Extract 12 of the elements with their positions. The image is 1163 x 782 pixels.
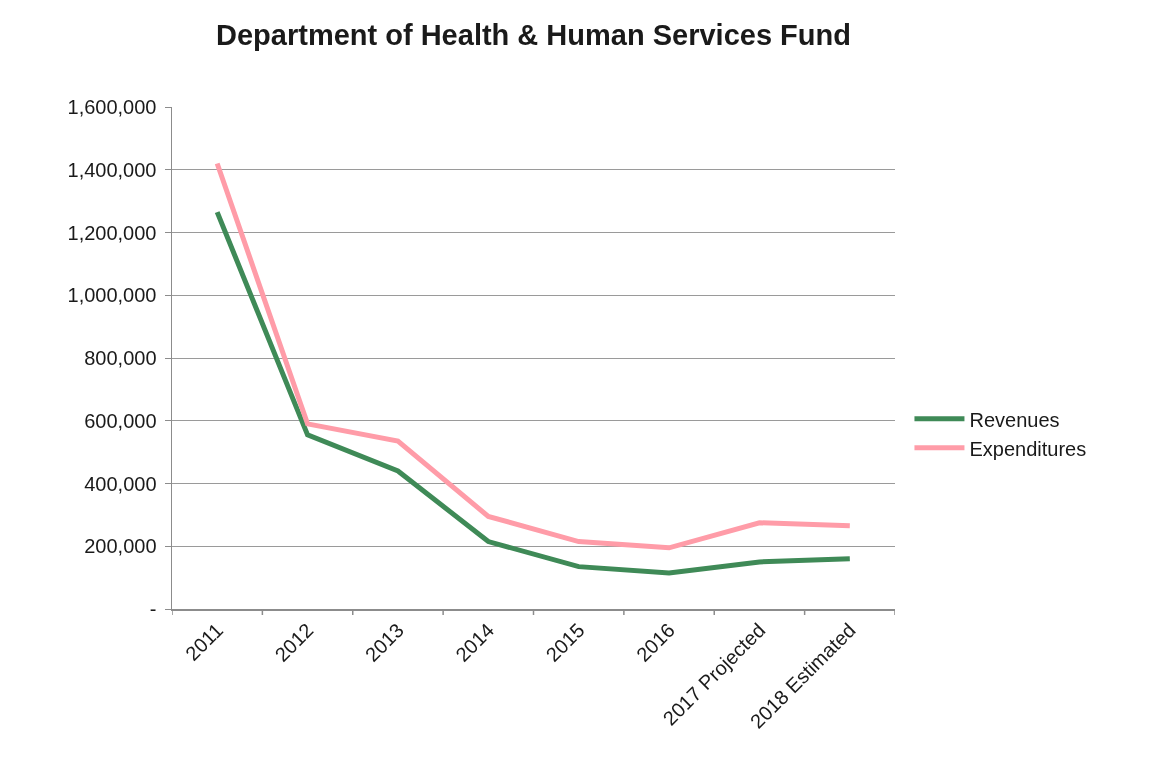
y-tick-label: - [149, 598, 157, 620]
legend-label: Revenues [969, 408, 1060, 431]
y-tick-label: 1,000,000 [67, 284, 157, 307]
y-tick-label: 800,000 [84, 347, 157, 369]
y-tick-label: 600,000 [84, 409, 157, 432]
legend-label: Expenditures [969, 437, 1087, 460]
y-tick-label: 400,000 [84, 472, 157, 495]
y-tick-label: 1,400,000 [67, 158, 157, 181]
y-tick-label: 1,600,000 [67, 96, 157, 118]
y-tick-label: 200,000 [84, 535, 157, 558]
chart-title: Department of Health & Human Services Fund [216, 19, 851, 52]
y-tick-label: 1,200,000 [67, 221, 157, 244]
